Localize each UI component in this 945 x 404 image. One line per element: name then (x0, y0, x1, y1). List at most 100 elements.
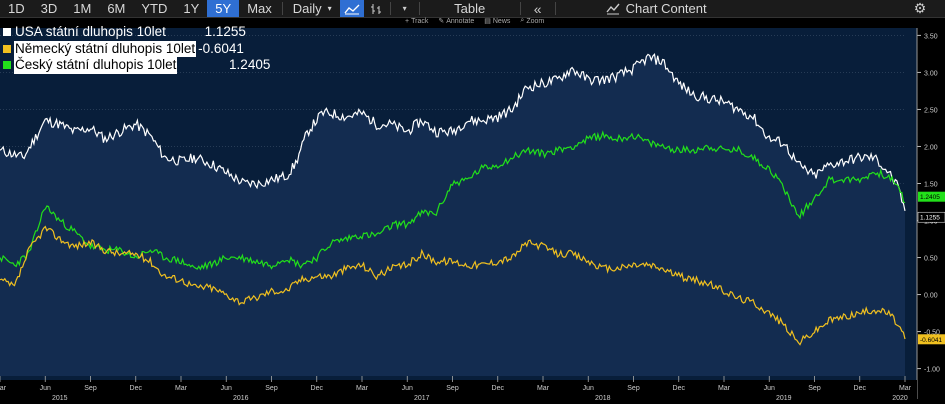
x-year-label: 2017 (414, 395, 430, 402)
x-year-label: 2020 (892, 395, 908, 402)
frequency-dropdown[interactable]: Daily ▾ (285, 0, 340, 17)
toolbar: 1D 3D 1M 6M YTD 1Y 5Y Max Daily ▾ ▾ Tabl… (0, 0, 945, 18)
y-tick-label: 1.50 (924, 181, 938, 188)
chart-sub-tools: + Track ✎ Annotate ▤ News ⌕ Zoom (405, 17, 544, 25)
usa-area (0, 54, 905, 377)
x-year-label: 2016 (233, 395, 249, 402)
legend-value: 1.2405 (229, 57, 271, 72)
legend-swatch (3, 44, 11, 53)
last-value-badge (917, 211, 945, 223)
x-tick-label: Sep (446, 385, 459, 392)
x-tick-label: Jun (40, 385, 51, 392)
x-tick-label: Mar (175, 385, 188, 392)
last-value-text: 1.2405 (920, 194, 940, 201)
x-tick-label: Dec (673, 385, 686, 392)
x-tick-label: Jun (221, 385, 232, 392)
double-chevron-left-icon: « (533, 0, 542, 17)
yield-chart[interactable]: -1.00-0.500.000.501.001.502.002.503.003.… (0, 18, 945, 404)
x-tick-label: Sep (84, 385, 97, 392)
last-value-labels: 1.2405 1.1255 -0.6041 (917, 191, 945, 345)
news-label: News (492, 17, 511, 25)
x-tick-label: Dec (492, 385, 505, 392)
legend-swatch (3, 28, 11, 37)
chart-content-button[interactable]: Chart Content (558, 0, 715, 17)
x-tick-label: Dec (130, 385, 143, 392)
legend-name: Německý státní dluhopis 10let (14, 40, 197, 57)
range-6m[interactable]: 6M (107, 1, 126, 16)
legend-swatch (3, 61, 11, 70)
x-tick-label: Sep (627, 385, 640, 392)
x-tick-label: Mar (718, 385, 731, 392)
legend-name: Český státní dluhopis 10let (14, 57, 178, 74)
x-tick-label: Jun (764, 385, 775, 392)
y-tick-label: -1.00 (924, 367, 940, 374)
y-tick-label: 3.00 (924, 70, 938, 77)
annotate-tool[interactable]: ✎ Annotate (438, 17, 475, 26)
x-tick-label: Dec (311, 385, 324, 392)
toolbar-spacer (715, 0, 895, 17)
news-tool[interactable]: ▤ News (484, 17, 511, 26)
x-tick-label: Mar (537, 385, 550, 392)
annotate-label: Annotate (446, 17, 475, 25)
last-value-text: -0.6041 (920, 337, 942, 344)
toolbar-divider (389, 2, 391, 15)
last-value-badge (918, 334, 945, 345)
legend-value: -0.6041 (198, 40, 244, 56)
zoom-label: Zoom (526, 17, 545, 25)
x-axis-band (0, 380, 917, 404)
collapse-panel-button[interactable]: « (523, 0, 553, 17)
chart-content-icon (606, 3, 620, 14)
range-3d[interactable]: 3D (40, 1, 58, 16)
zoom-icon: ⌕ (520, 17, 525, 24)
series-line-0[interactable] (0, 52, 906, 212)
toolbar-divider (519, 2, 521, 15)
y-axis: -1.00-0.500.000.501.001.502.002.503.003.… (916, 28, 940, 399)
series-lines (0, 52, 906, 346)
y-tick-label: 3.50 (924, 33, 938, 40)
x-tick-label: Mar (0, 385, 7, 392)
range-1m[interactable]: 1M (73, 1, 92, 16)
track-tool[interactable]: + Track (405, 17, 428, 25)
x-year-label: 2015 (52, 395, 68, 402)
track-label: Track (411, 17, 429, 25)
legend-value: 1.1255 (204, 24, 246, 39)
range-1y[interactable]: 1Y (183, 1, 200, 16)
range-ytd[interactable]: YTD (141, 1, 168, 16)
chart-content-label: Chart Content (625, 1, 707, 16)
legend-item-czech[interactable]: Český státní dluhopis 10let 1.2405 (3, 57, 272, 74)
line-chart-icon (344, 4, 360, 14)
more-tools-dropdown[interactable]: ▾ (393, 0, 417, 17)
series-line-2[interactable] (0, 225, 906, 346)
ohlc-bars-icon (370, 3, 381, 14)
last-value-text: 1.1255 (920, 215, 940, 222)
y-tick-label: 0.00 (924, 293, 938, 300)
x-tick-label: Mar (899, 385, 912, 392)
legend-name: USA státní dluhopis 10let (15, 24, 166, 39)
table-button[interactable]: Table (454, 1, 486, 16)
range-max[interactable]: Max (247, 1, 272, 16)
range-5y[interactable]: 5Y (207, 0, 240, 17)
toolbar-divider (281, 2, 283, 15)
legend-item-germany[interactable]: Německý státní dluhopis 10let -0.6041 (3, 40, 272, 57)
series-line-1[interactable] (0, 130, 906, 271)
toolbar-divider (418, 2, 420, 15)
x-tick-label: Sep (808, 385, 821, 392)
news-icon: ▤ (484, 18, 491, 25)
y-tick-label: 2.00 (924, 144, 938, 151)
frequency-label: Daily (292, 1, 322, 16)
legend: USA státní dluhopis 10let 1.1255 Německý… (3, 24, 272, 74)
x-tick-label: Mar (356, 385, 369, 392)
line-chart-tool[interactable] (339, 0, 364, 17)
x-axis: Mar Jun Sep Dec Mar Jun Sep Dec Mar Jun Sep Dec Mar J… (0, 376, 917, 404)
pencil-icon: ✎ (438, 18, 445, 25)
bar-chart-tool[interactable] (364, 0, 388, 17)
chevron-down-icon: ▾ (327, 4, 332, 13)
settings-button[interactable]: ⚙ (895, 0, 945, 17)
area-fills (0, 54, 905, 377)
x-tick-label: Dec (854, 385, 867, 392)
y-tick-label: 2.50 (924, 107, 938, 114)
x-tick-label: Jun (402, 385, 413, 392)
range-1d[interactable]: 1D (8, 1, 25, 16)
zoom-tool[interactable]: ⌕ Zoom (520, 17, 544, 25)
legend-item-usa[interactable]: USA státní dluhopis 10let 1.1255 (3, 24, 272, 41)
